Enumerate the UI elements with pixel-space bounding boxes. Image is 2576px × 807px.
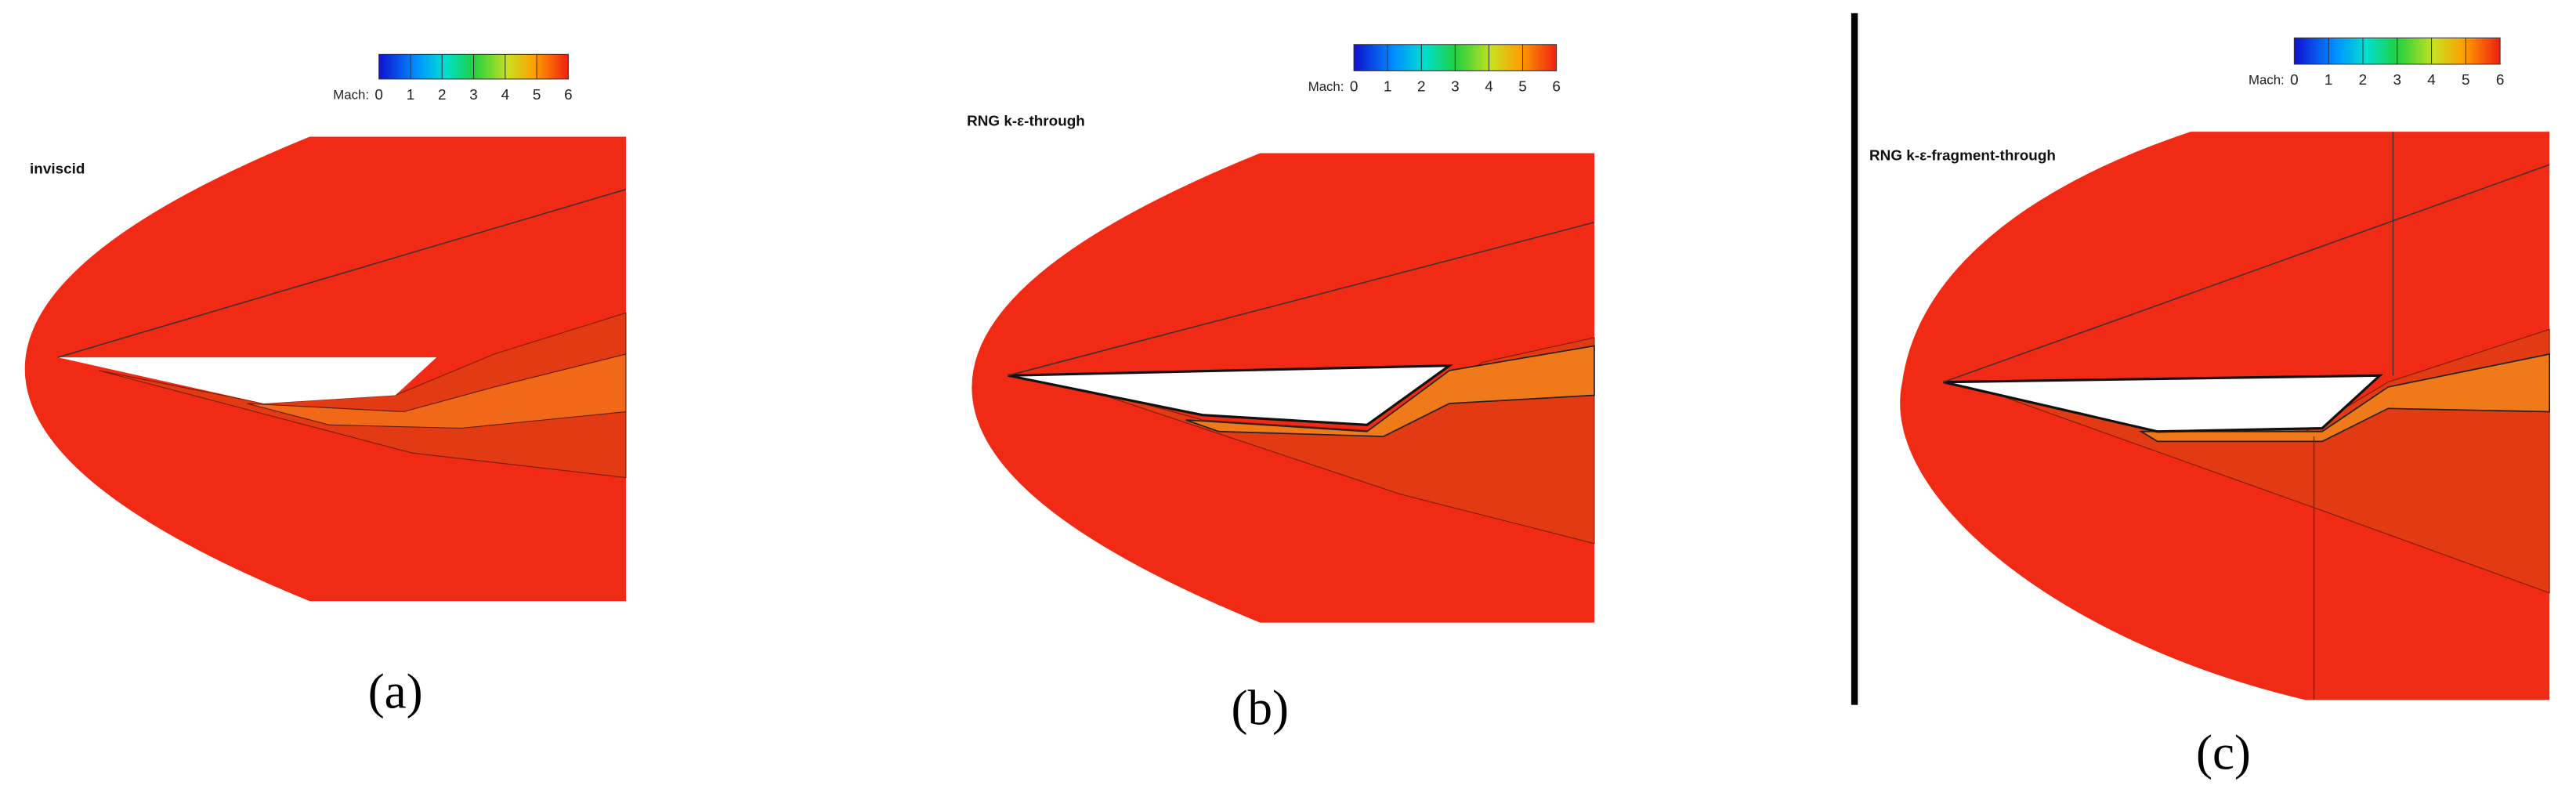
colorbar-tick-label: 6: [564, 87, 573, 103]
colorbar-tick-label: 1: [1384, 78, 1392, 95]
colorbar-tick-label: 6: [1552, 78, 1561, 95]
caption: (c): [2196, 725, 2251, 780]
colorbar-title: Mach:: [1308, 79, 1344, 94]
colorbar-tick-label: 6: [2496, 72, 2505, 89]
contour-band: [247, 353, 627, 429]
contour-band: [99, 312, 627, 479]
panel-a: [24, 136, 627, 602]
body-wedge: [1943, 374, 2383, 433]
colorbar-tick-label: 2: [438, 87, 447, 103]
colorbar-tick-label: 5: [1518, 78, 1527, 95]
separator: [1851, 13, 1858, 705]
contour-band: [1185, 345, 1595, 437]
case-label: inviscid: [30, 161, 85, 178]
colorbar-tick-label: 3: [1451, 78, 1460, 95]
colorbar-tick-label: 0: [1350, 78, 1359, 95]
colorbar-tick-label: 1: [2325, 72, 2333, 89]
colorbar-title: Mach:: [2249, 72, 2285, 87]
case-label: RNG k-ε-through: [967, 114, 1085, 130]
panel-b: [971, 153, 1595, 623]
shock-line: [1008, 222, 1595, 376]
colorbar-tick-label: 3: [2393, 72, 2401, 89]
case-label: RNG k-ε-fragment-through: [1869, 148, 2056, 165]
body-wedge: [1008, 364, 1454, 426]
colorbar-tick-label: 1: [407, 87, 415, 103]
contour-band: [2138, 353, 2551, 443]
caption: (b): [1232, 681, 1290, 736]
colorbar-tick-label: 2: [1417, 78, 1426, 95]
body-wedge: [57, 357, 437, 404]
colorbar-tick-label: 4: [501, 87, 510, 103]
colorbar-tick-label: 5: [533, 87, 541, 103]
colorbar-tick-label: 5: [2462, 72, 2470, 89]
colorbar-tick-label: 2: [2359, 72, 2368, 89]
panel-c: [1900, 132, 2551, 700]
colorbar-tick-label: 0: [374, 87, 383, 103]
shock-line: [1943, 164, 2550, 383]
caption: (a): [368, 664, 423, 719]
colorbar-tick-label: 0: [2290, 72, 2299, 89]
colorbar-tick-label: 4: [2427, 72, 2436, 89]
shock-line: [57, 189, 627, 358]
colorbar-title: Mach:: [333, 87, 369, 102]
colorbar-tick-label: 4: [1485, 78, 1493, 95]
colorbar-tick-label: 3: [469, 87, 478, 103]
